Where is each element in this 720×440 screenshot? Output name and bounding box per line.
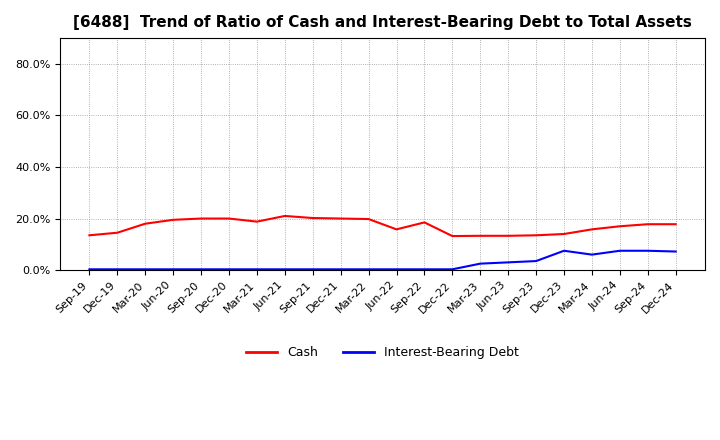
Cash [169, 217, 178, 223]
Interest-Bearing Debt [532, 258, 541, 264]
Interest-Bearing Debt [281, 267, 289, 272]
Cash [504, 233, 513, 238]
Interest-Bearing Debt [559, 248, 568, 253]
Interest-Bearing Debt [504, 260, 513, 265]
Title: [6488]  Trend of Ratio of Cash and Interest-Bearing Debt to Total Assets: [6488] Trend of Ratio of Cash and Intere… [73, 15, 692, 30]
Interest-Bearing Debt [113, 267, 122, 272]
Cash [392, 227, 401, 232]
Cash [616, 224, 624, 229]
Cash [281, 213, 289, 219]
Cash [336, 216, 345, 221]
Interest-Bearing Debt [588, 252, 596, 257]
Cash [253, 219, 261, 224]
Interest-Bearing Debt [420, 267, 428, 272]
Cash [113, 230, 122, 235]
Cash [559, 231, 568, 237]
Line: Interest-Bearing Debt: Interest-Bearing Debt [89, 251, 675, 269]
Cash [197, 216, 205, 221]
Cash [476, 233, 485, 238]
Cash [448, 234, 456, 239]
Interest-Bearing Debt [225, 267, 233, 272]
Cash [644, 222, 652, 227]
Interest-Bearing Debt [197, 267, 205, 272]
Cash [671, 222, 680, 227]
Legend: Cash, Interest-Bearing Debt: Cash, Interest-Bearing Debt [241, 341, 524, 364]
Interest-Bearing Debt [308, 267, 317, 272]
Interest-Bearing Debt [476, 261, 485, 266]
Interest-Bearing Debt [448, 267, 456, 272]
Interest-Bearing Debt [336, 267, 345, 272]
Cash [85, 233, 94, 238]
Line: Cash: Cash [89, 216, 675, 236]
Interest-Bearing Debt [616, 248, 624, 253]
Cash [420, 220, 428, 225]
Cash [141, 221, 150, 226]
Cash [532, 233, 541, 238]
Cash [364, 216, 373, 222]
Cash [225, 216, 233, 221]
Interest-Bearing Debt [671, 249, 680, 254]
Interest-Bearing Debt [644, 248, 652, 253]
Cash [588, 227, 596, 232]
Interest-Bearing Debt [85, 267, 94, 272]
Interest-Bearing Debt [364, 267, 373, 272]
Cash [308, 216, 317, 221]
Interest-Bearing Debt [253, 267, 261, 272]
Interest-Bearing Debt [392, 267, 401, 272]
Interest-Bearing Debt [169, 267, 178, 272]
Interest-Bearing Debt [141, 267, 150, 272]
